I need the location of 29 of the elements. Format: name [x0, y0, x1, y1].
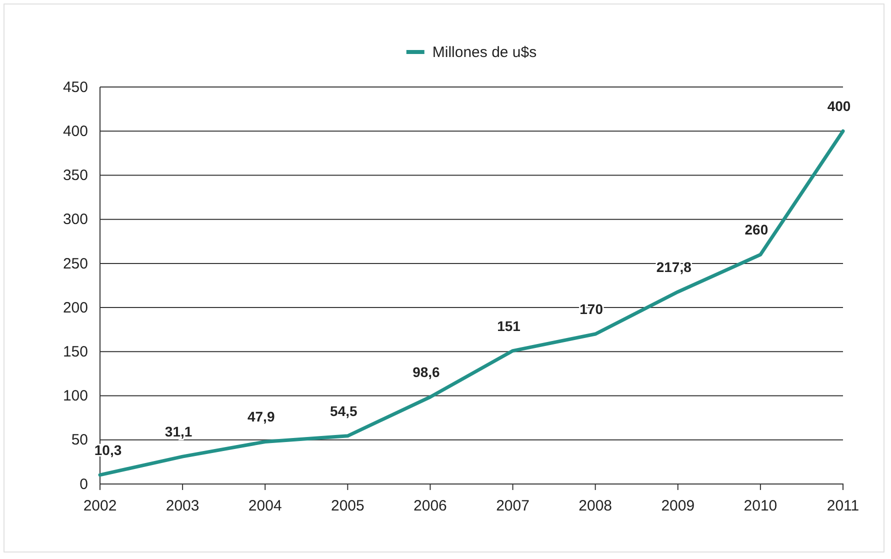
x-tick-label: 2003 [166, 498, 200, 515]
y-tick-label: 250 [62, 255, 88, 272]
x-tick-label: 2004 [248, 498, 282, 515]
data-label: 54,5 [330, 402, 358, 419]
data-label: 400 [827, 98, 851, 114]
y-tick-label: 50 [71, 432, 88, 449]
x-tick-label: 2007 [496, 498, 530, 515]
data-label: 98,6 [412, 364, 440, 380]
x-tick-label: 2011 [826, 498, 860, 515]
y-tick-label: 200 [62, 299, 88, 316]
x-tick-label: 2005 [330, 498, 364, 515]
y-tick-label: 0 [80, 476, 88, 493]
data-label: 260 [744, 222, 768, 238]
y-tick-label: 400 [62, 122, 88, 140]
data-label: 217,8 [656, 258, 692, 275]
y-tick-label: 350 [62, 167, 88, 184]
data-label: 47,9 [247, 408, 275, 425]
data-label: 31,1 [164, 424, 192, 440]
legend-label: Millones de u$s [432, 44, 537, 61]
y-tick-label: 150 [62, 343, 88, 360]
x-tick-label: 2006 [414, 498, 447, 515]
x-tick-label: 2010 [744, 498, 778, 515]
x-tick-label: 2002 [83, 498, 117, 515]
data-label: 151 [497, 318, 521, 334]
y-tick-label: 450 [62, 78, 88, 96]
x-tick-label: 2008 [578, 498, 612, 515]
x-tick-label: 2009 [661, 498, 695, 515]
y-tick-label: 300 [62, 211, 88, 228]
y-tick-label: 100 [62, 388, 88, 405]
